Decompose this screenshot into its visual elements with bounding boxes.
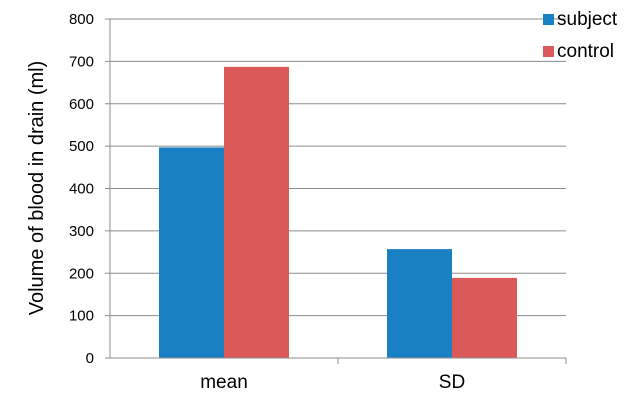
- legend-swatch-subject: [543, 14, 554, 25]
- bar-control-SD: [452, 277, 517, 358]
- legend-label-subject: subject: [557, 9, 618, 30]
- y-tick-labels: 0 100 200 300 400 500 600 700 800: [69, 11, 94, 367]
- y-tick-label: 500: [69, 138, 94, 155]
- bar-subject-SD: [387, 249, 452, 358]
- legend: subject control: [543, 9, 618, 62]
- legend-label-control: control: [557, 41, 614, 62]
- y-tick-label: 400: [69, 181, 94, 198]
- y-tick-label: 100: [69, 308, 94, 325]
- x-category-label: SD: [439, 372, 465, 393]
- axes: [105, 18, 567, 364]
- y-tick-label: 200: [69, 265, 94, 282]
- y-tick-label: 700: [69, 53, 94, 70]
- x-category-labels: mean SD: [200, 372, 465, 393]
- x-category-label: mean: [200, 372, 248, 393]
- bar-control-mean: [224, 66, 289, 358]
- bar-subject-mean: [159, 147, 224, 358]
- y-tick-label: 600: [69, 96, 94, 113]
- y-tick-label: 800: [69, 11, 94, 28]
- y-tick-label: 300: [69, 223, 94, 240]
- y-axis-title: Volume of blood in drain (ml): [26, 61, 48, 316]
- y-tick-label: 0: [86, 350, 94, 367]
- legend-swatch-control: [543, 46, 554, 57]
- bars: [159, 66, 517, 358]
